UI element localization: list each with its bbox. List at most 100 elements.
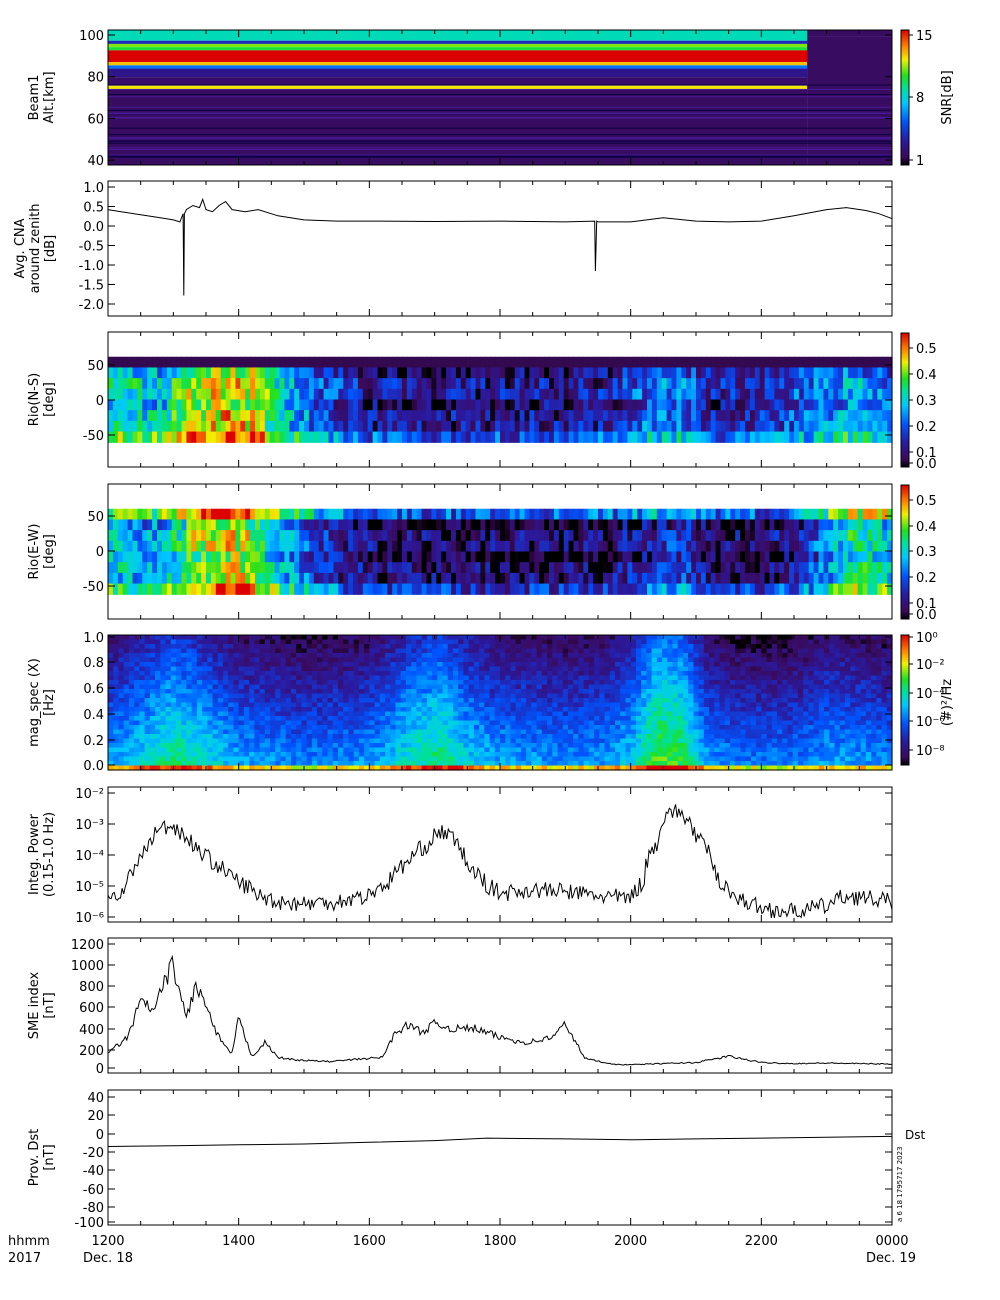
spectrum-cell — [155, 734, 161, 740]
spectrum-cell — [322, 662, 329, 668]
spectrum-cell — [337, 720, 344, 726]
spectrum-cell — [191, 657, 198, 663]
heat-cell — [612, 420, 619, 433]
spectrum-cell — [395, 765, 402, 771]
spectrum-cell — [317, 707, 323, 713]
heat-cell — [294, 356, 300, 369]
heat-cell — [622, 583, 628, 595]
heat-cell — [475, 583, 481, 595]
spectrum-cell — [416, 711, 423, 717]
spectrum-cell — [458, 738, 465, 744]
heat-cell — [823, 410, 829, 422]
spectrum-cell — [108, 635, 114, 641]
heat-cell — [504, 431, 511, 443]
spectrum-cell — [301, 684, 308, 690]
spectrum-cell — [458, 639, 465, 645]
spectrum-cell — [249, 711, 255, 717]
spectrum-cell — [113, 648, 120, 654]
heat-cell — [230, 583, 236, 595]
heat-cell — [304, 508, 310, 521]
spectrum-cell — [296, 644, 302, 650]
heat-cell — [519, 431, 526, 443]
heat-cell — [568, 431, 575, 443]
spectrum-cell — [322, 734, 329, 740]
heat-cell — [176, 562, 183, 574]
heat-cell — [161, 431, 168, 443]
spectrum-cell — [144, 680, 151, 686]
spectrum-cell — [411, 734, 417, 740]
heat-cell — [823, 388, 829, 401]
heat-cell — [201, 540, 207, 553]
spectrum-cell — [259, 752, 266, 758]
spectrum-cell — [348, 761, 355, 767]
spectrum-cell — [468, 657, 475, 663]
spectrum-cell — [113, 734, 120, 740]
spectrum-cell — [144, 752, 151, 758]
heat-cell — [343, 562, 349, 574]
heat-cell — [367, 410, 374, 422]
heat-cell — [544, 551, 550, 563]
heat-cell — [843, 530, 849, 542]
spectrum-cell — [228, 648, 235, 654]
spectrum-cell — [468, 711, 475, 717]
spectrum-cell — [275, 657, 282, 663]
heat-cell — [490, 399, 496, 411]
spectrum-cell — [264, 707, 271, 713]
heat-cell — [887, 540, 893, 553]
heat-cell — [656, 388, 663, 401]
spectrum-cell — [317, 747, 323, 753]
heat-cell — [769, 420, 775, 433]
heat-cell — [191, 583, 197, 595]
spectrum-cell — [301, 761, 308, 767]
heat-cell — [833, 367, 839, 379]
spectrum-cell — [327, 644, 334, 650]
heat-cell — [578, 410, 584, 422]
heat-cell — [387, 431, 393, 443]
spectrum-cell — [432, 675, 438, 681]
heat-cell — [500, 562, 506, 574]
spectrum-cell — [238, 707, 245, 713]
spectrum-cell — [411, 639, 417, 645]
spectrum-cell — [259, 666, 266, 672]
spectrum-cell — [207, 725, 214, 731]
y-axis-title: [dB] — [43, 235, 58, 262]
heat-cell — [490, 431, 496, 443]
spectrum-cell — [207, 639, 214, 645]
heat-cell — [416, 540, 423, 553]
heat-cell — [681, 519, 687, 531]
heat-cell — [279, 519, 285, 531]
heat-cell — [431, 572, 437, 585]
heat-cell — [460, 519, 467, 531]
heat-cell — [157, 551, 163, 563]
heat-cell — [196, 508, 202, 521]
heat-cell — [343, 540, 349, 553]
heat-cell — [441, 388, 447, 401]
spectrum-cell — [259, 765, 266, 771]
spectrum-cell — [181, 684, 187, 690]
heat-cell — [397, 431, 403, 443]
spectrum-cell — [222, 738, 229, 744]
heat-cell — [250, 378, 256, 390]
spectrum-cell — [212, 648, 219, 654]
heat-cell — [357, 583, 364, 595]
spectrum-cell — [243, 711, 250, 717]
spectrum-cell — [280, 644, 287, 650]
spectrum-cell — [238, 747, 245, 753]
spectrum-cell — [332, 675, 339, 681]
spectrum-cell — [421, 716, 428, 722]
spectrum-cell — [217, 747, 224, 753]
heat-cell — [813, 540, 820, 553]
spectrum-cell — [395, 653, 402, 659]
spectrum-cell — [259, 729, 266, 735]
heat-cell — [225, 431, 232, 443]
spectrum-cell — [264, 747, 271, 753]
spectrum-cell — [290, 716, 297, 722]
heat-cell — [877, 356, 883, 369]
spectrum-cell — [452, 639, 459, 645]
heat-cell — [632, 562, 638, 574]
heat-cell — [328, 378, 334, 390]
heat-cell — [112, 583, 119, 595]
spectrum-cell — [149, 666, 156, 672]
spectrum-cell — [270, 716, 276, 722]
heat-cell — [764, 583, 771, 595]
